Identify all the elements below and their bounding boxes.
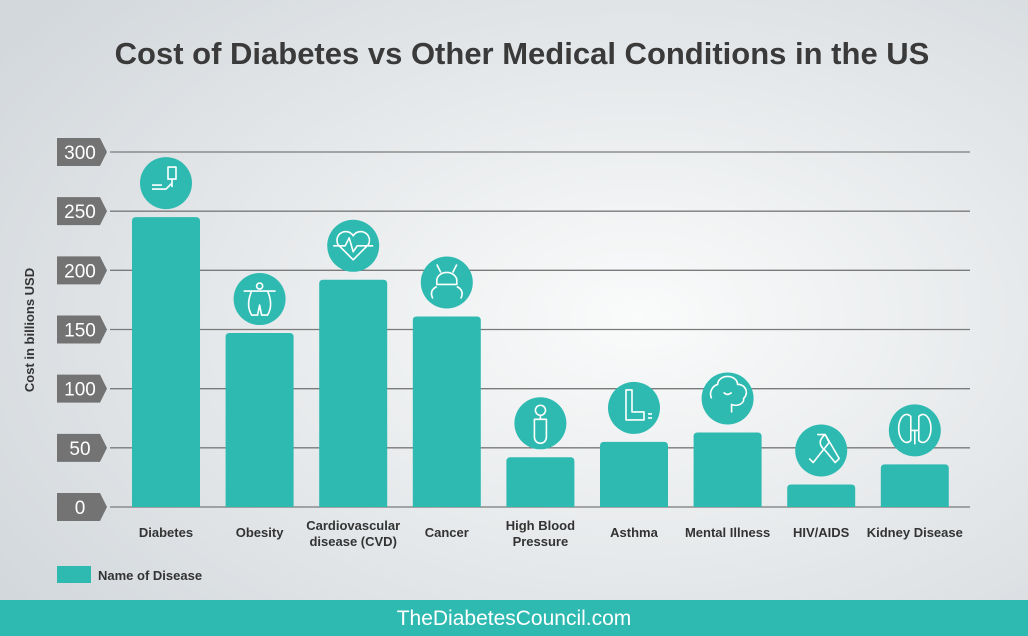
x-tick-label: disease (CVD) — [309, 534, 396, 549]
legend-swatch — [57, 566, 91, 583]
awareness-ribbon-icon — [795, 424, 848, 477]
blood-pressure-bulb-icon — [514, 397, 567, 450]
y-tick-label: 150 — [64, 321, 96, 342]
x-tick-label: Cardiovascular — [306, 518, 400, 533]
bar — [693, 432, 762, 507]
x-tick-label: Obesity — [236, 525, 284, 540]
y-tick-box — [57, 433, 107, 462]
x-tick-label: High Blood — [506, 518, 575, 533]
footer-text[interactable]: TheDiabetesCouncil.com — [397, 607, 632, 630]
cancer-crab-icon — [420, 256, 473, 309]
bar — [225, 333, 294, 507]
bar — [600, 441, 668, 507]
x-tick-label: Mental Illness — [685, 525, 770, 540]
chart-title: Cost of Diabetes vs Other Medical Condit… — [115, 36, 930, 71]
bar — [319, 279, 388, 507]
heart-pulse-icon — [327, 219, 380, 272]
y-tick-box — [57, 256, 107, 285]
inhaler-icon — [608, 381, 660, 434]
bar — [132, 217, 200, 508]
x-tick-label: HIV/AIDS — [793, 525, 850, 540]
x-tick-label: Cancer — [425, 525, 469, 540]
y-tick-label: 0 — [75, 498, 86, 519]
y-tick-label: 50 — [69, 439, 90, 460]
obesity-body-icon — [233, 273, 286, 326]
y-tick-label: 250 — [64, 202, 96, 223]
y-tick-label: 200 — [64, 261, 96, 282]
y-tick-label: 300 — [64, 143, 96, 164]
x-tick-label: Diabetes — [139, 525, 193, 540]
y-tick-box — [57, 315, 107, 344]
y-axis-label: Cost in billions USD — [22, 268, 37, 392]
bar — [412, 316, 481, 507]
bar — [506, 457, 575, 507]
brain-icon — [701, 372, 754, 425]
bar — [880, 464, 949, 507]
y-tick-box — [57, 197, 107, 226]
glucose-meter-icon — [140, 157, 192, 210]
y-tick-box — [57, 374, 107, 403]
y-tick-box — [57, 138, 107, 166]
footer-band — [0, 600, 1028, 636]
x-tick-label: Pressure — [513, 534, 569, 549]
x-tick-label: Kidney Disease — [867, 525, 963, 540]
x-tick-label: Asthma — [610, 525, 658, 540]
y-tick-label: 100 — [64, 380, 96, 401]
legend-label: Name of Disease — [98, 568, 202, 583]
bar — [787, 484, 856, 507]
kidneys-icon — [888, 404, 941, 457]
y-tick-box — [57, 493, 107, 521]
